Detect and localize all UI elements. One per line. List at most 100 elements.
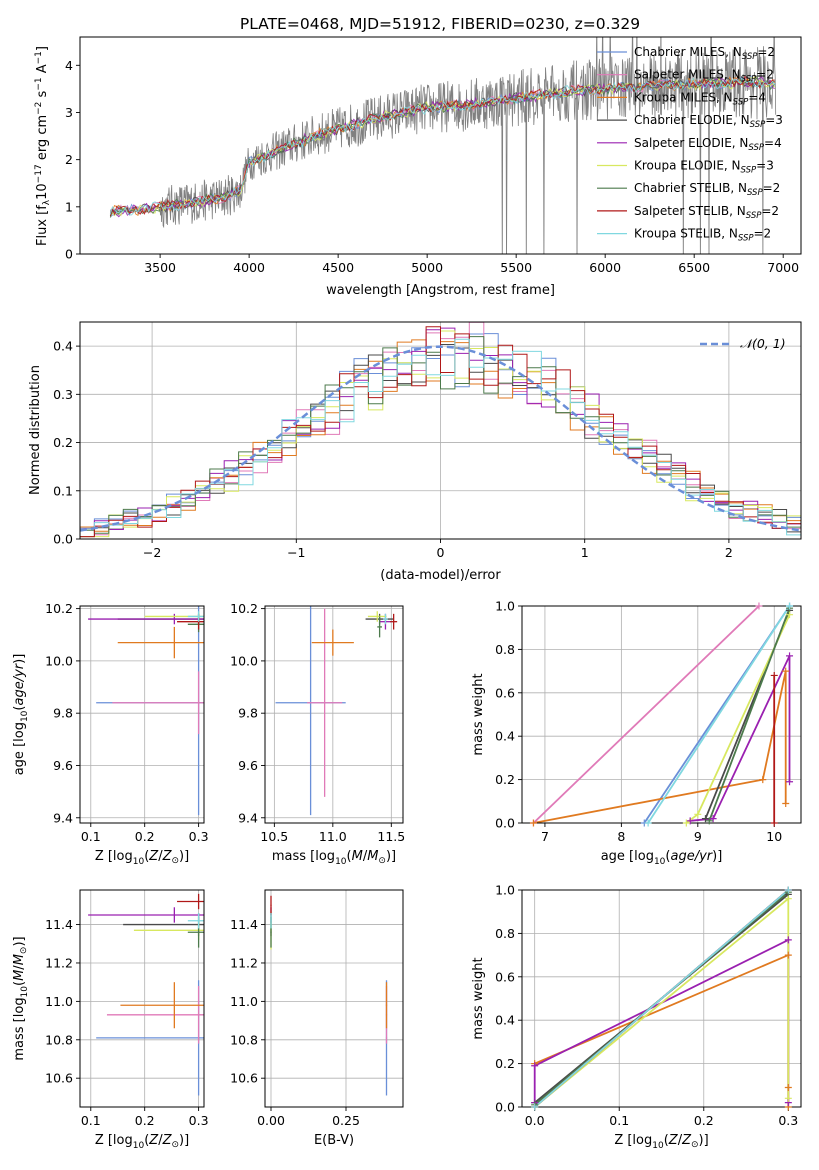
y-axis-label: mass [log10(M/M⊙)] — [12, 936, 30, 1060]
x-tick-label: 11.5 — [377, 829, 405, 844]
label-part: )] — [712, 849, 722, 864]
label-part: mass [log — [272, 849, 335, 864]
legend-label-sub: SSP — [738, 234, 754, 244]
axes-frame — [264, 889, 404, 1108]
legend-label-tail: =2 — [761, 204, 779, 218]
panel-weight-vs-Z: 0.0 0.1 0.2 0.30.00.20.40.60.81.0Z [log10(Z… — [471, 883, 802, 1151]
mass-weight-marker — [705, 817, 713, 825]
legend-label-tail: =3 — [756, 159, 774, 173]
y-tick-label: 0.0 — [53, 532, 73, 547]
x-tick-label: 0.2 — [694, 1113, 714, 1128]
legend-label-tail: =3 — [765, 113, 783, 127]
y-tick-label: 3 — [65, 105, 73, 120]
y-tick-label: 0.1 — [53, 483, 73, 498]
x-axis-label: (data-model)/error — [380, 568, 501, 583]
label-part: Z — [148, 1133, 159, 1148]
label-part: Z — [148, 849, 159, 864]
mass-weight-marker — [755, 602, 763, 610]
legend-label-sub: SSP — [741, 166, 757, 176]
label-part: Z [log — [614, 1133, 652, 1148]
label-part: −17 — [34, 164, 44, 183]
label-part: ] — [35, 46, 50, 51]
label-part: ⊙ — [19, 947, 29, 955]
label-part: M — [367, 849, 378, 864]
label-part: age [log — [601, 849, 654, 864]
x-axis-label: mass [log10(M/M⊙)] — [272, 849, 396, 867]
label-part: M — [352, 849, 363, 864]
x-axis-label: wavelength [Angstrom, rest frame] — [326, 283, 555, 298]
axes-frame — [264, 605, 404, 824]
y-tick-label: 0.4 — [53, 339, 73, 354]
y-axis-label: age [log10(age/yr)] — [12, 654, 30, 776]
y-tick-label: 1 — [65, 199, 73, 214]
x-axis-label: Z [log10(Z/Z⊙)] — [614, 1133, 708, 1151]
y-tick-label: 11.0 — [230, 994, 258, 1009]
y-tick-label: 10.2 — [230, 601, 258, 616]
label-part: 10 — [652, 1141, 664, 1151]
mass-weight-marker — [694, 810, 702, 818]
mass-weight-marker — [682, 819, 690, 827]
y-tick-label: 11.4 — [45, 917, 73, 932]
legend-label-tail: =2 — [756, 68, 774, 82]
label-part: Z [log — [95, 1133, 133, 1148]
y-axis-label: mass weight — [471, 673, 486, 755]
x-tick-label: 11.0 — [319, 829, 347, 844]
y-tick-label: 10.0 — [230, 653, 258, 668]
figure-title: PLATE=0468, MJD=51912, FIBERID=0230, z=0… — [240, 15, 640, 33]
mass-weight-marker — [531, 1103, 539, 1111]
mass-weight-line — [647, 606, 791, 823]
mass-weight-marker — [784, 1094, 792, 1102]
legend-label-tail: =4 — [748, 90, 766, 104]
y-tick-label: 10.2 — [45, 601, 73, 616]
label-part: 10 — [35, 183, 50, 200]
label-part: ⊙ — [378, 856, 386, 866]
x-axis-label: Z [log10(Z/Z⊙)] — [95, 1133, 189, 1151]
axes-frame — [79, 889, 205, 1108]
label-part: Z — [162, 1133, 173, 1148]
label-part: Z [log — [95, 849, 133, 864]
y-tick-label: 11.2 — [45, 955, 73, 970]
y-tick-label: 10.6 — [230, 1071, 258, 1086]
label-part: M — [12, 970, 27, 981]
x-tick-label: 8 — [617, 829, 625, 844]
y-tick-label: 4 — [65, 58, 73, 73]
y-tick-label: 0.2 — [495, 1056, 515, 1071]
mass-weight-line — [534, 896, 790, 1107]
x-tick-label: 2 — [725, 545, 733, 560]
y-tick-label: 11.4 — [230, 917, 258, 932]
legend-label: Salpeter STELIB, NSSP=2 — [634, 204, 779, 221]
label-part: 10 — [20, 710, 30, 722]
label-part: / — [158, 849, 163, 864]
mass-weight-marker — [784, 886, 792, 894]
x-axis-label: Z [log10(Z/Z⊙)] — [95, 849, 189, 867]
mass-weight-marker — [786, 602, 794, 610]
panel-spectrum: 3500 4000 4500 5000 5500 6000 6500 7000 0 1 2 3 4 Cha… — [34, 36, 802, 298]
legend-label: Kroupa MILES, NSSP=4 — [634, 90, 766, 107]
legend-label-sub: SSP — [747, 188, 763, 198]
mass-weight-marker — [701, 815, 709, 823]
label-part: ⊙ — [171, 856, 179, 866]
y-tick-label: 0 — [65, 247, 73, 262]
legend-label-tail: =4 — [764, 136, 782, 150]
label-part: 10 — [133, 857, 145, 867]
legend-label-sub: SSP — [733, 97, 749, 107]
y-tick-label: 1.0 — [495, 599, 515, 614]
y-tick-label: 9.8 — [238, 706, 258, 721]
mass-weight-marker — [782, 667, 790, 675]
x-tick-label: 10.5 — [260, 829, 288, 844]
mass-weight-marker — [709, 815, 717, 823]
legend-label-sub: SSP — [750, 120, 766, 130]
y-axis-label: Normed distribution — [28, 365, 43, 495]
x-axis-label: age [log10(age/yr)] — [601, 849, 723, 867]
x-tick-label: 10 — [766, 829, 782, 844]
plot-area — [88, 893, 204, 1096]
legend-label-tail: =2 — [763, 181, 781, 195]
observed-spectrum-line — [109, 37, 777, 254]
plot-area — [532, 606, 791, 823]
label-part: 10 — [335, 857, 347, 867]
label-part: ( — [664, 1133, 669, 1148]
x-tick-label: 0.1 — [609, 1113, 629, 1128]
label-part: ( — [665, 849, 670, 864]
mass-weight-marker — [786, 611, 794, 619]
